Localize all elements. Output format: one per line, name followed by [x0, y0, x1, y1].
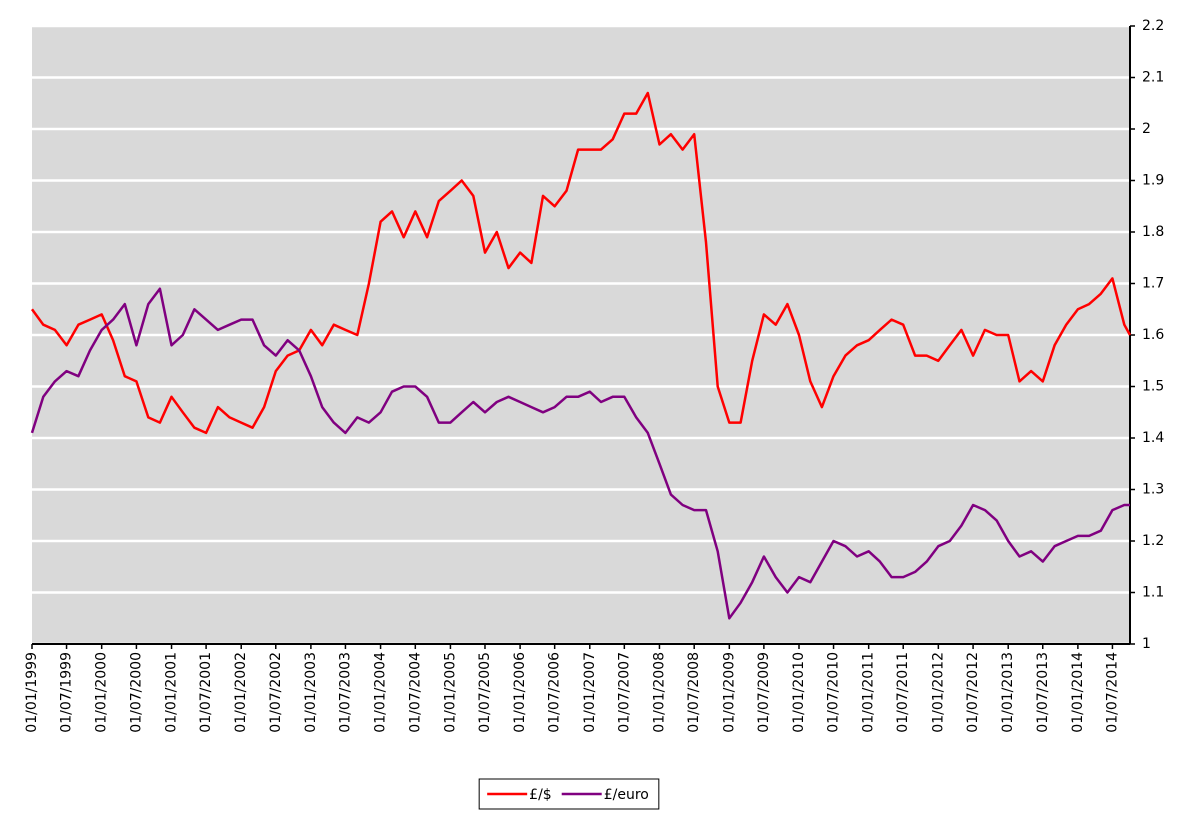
x-tick-label: 01/07/2013 — [1035, 652, 1051, 733]
y-tick-label: 1.5 — [1142, 379, 1164, 395]
x-tick-label: 01/01/2001 — [164, 652, 180, 733]
x-tick-label: 01/07/2000 — [128, 652, 144, 733]
x-tick-label: 01/07/2004 — [407, 652, 423, 733]
y-tick-label: 1 — [1142, 636, 1151, 652]
x-tick-label: 01/01/2014 — [1070, 652, 1086, 733]
x-tick-label: 01/01/2005 — [442, 652, 458, 733]
x-tick-label: 01/07/2003 — [337, 652, 353, 733]
x-tick-label: 01/01/2009 — [721, 652, 737, 733]
x-tick-label: 01/01/2008 — [651, 652, 667, 733]
y-tick-label: 2 — [1142, 121, 1151, 137]
x-tick-label: 01/01/2004 — [373, 652, 389, 733]
x-tick-label: 01/01/2013 — [1000, 652, 1016, 733]
x-tick-label: 01/07/2007 — [616, 652, 632, 733]
x-tick-label: 01/01/2000 — [94, 652, 110, 733]
x-tick-label: 01/07/2002 — [268, 652, 284, 733]
legend-label: £/euro — [604, 787, 649, 803]
x-tick-label: 01/07/2010 — [826, 652, 842, 733]
x-tick-label: 01/01/2012 — [930, 652, 946, 733]
x-tick-label: 01/01/2007 — [582, 652, 598, 733]
x-tick-label: 01/01/2006 — [512, 652, 528, 733]
x-tick-label: 01/07/2009 — [756, 652, 772, 733]
x-tick-label: 01/07/2014 — [1104, 652, 1120, 733]
y-tick-label: 1.8 — [1142, 224, 1164, 240]
x-tick-label: 01/07/2008 — [686, 652, 702, 733]
y-tick-label: 1.3 — [1142, 482, 1164, 498]
y-tick-label: 1.1 — [1142, 585, 1164, 601]
x-tick-label: 01/07/2011 — [895, 652, 911, 733]
x-tick-label: 01/01/1999 — [24, 652, 40, 733]
y-tick-label: 2.1 — [1142, 70, 1164, 86]
y-tick-label: 1.2 — [1142, 533, 1164, 549]
line-series — [30, 287, 1130, 620]
y-tick-label: 1.9 — [1142, 173, 1164, 189]
x-tick-label: 01/01/2002 — [233, 652, 249, 733]
legend: £/$ £/euro — [478, 778, 660, 810]
x-tick-label: 01/07/2005 — [477, 652, 493, 733]
line-series — [30, 91, 1132, 435]
x-tick-label: 01/07/1999 — [59, 652, 75, 733]
y-tick-label: 2.2 — [1142, 18, 1164, 34]
x-tick-label: 01/07/2001 — [198, 652, 214, 733]
x-tick-label: 01/07/2006 — [547, 652, 563, 733]
x-tick-label: 01/01/2010 — [791, 652, 807, 733]
y-tick-label: 1.4 — [1142, 430, 1164, 446]
y-tick-label: 1.6 — [1142, 327, 1164, 343]
legend-label: £/$ — [529, 787, 552, 803]
y-tick-label: 1.7 — [1142, 276, 1164, 292]
x-tick-label: 01/01/2003 — [303, 652, 319, 733]
x-tick-label: 01/07/2012 — [965, 652, 981, 733]
x-tick-label: 01/01/2011 — [861, 652, 877, 733]
